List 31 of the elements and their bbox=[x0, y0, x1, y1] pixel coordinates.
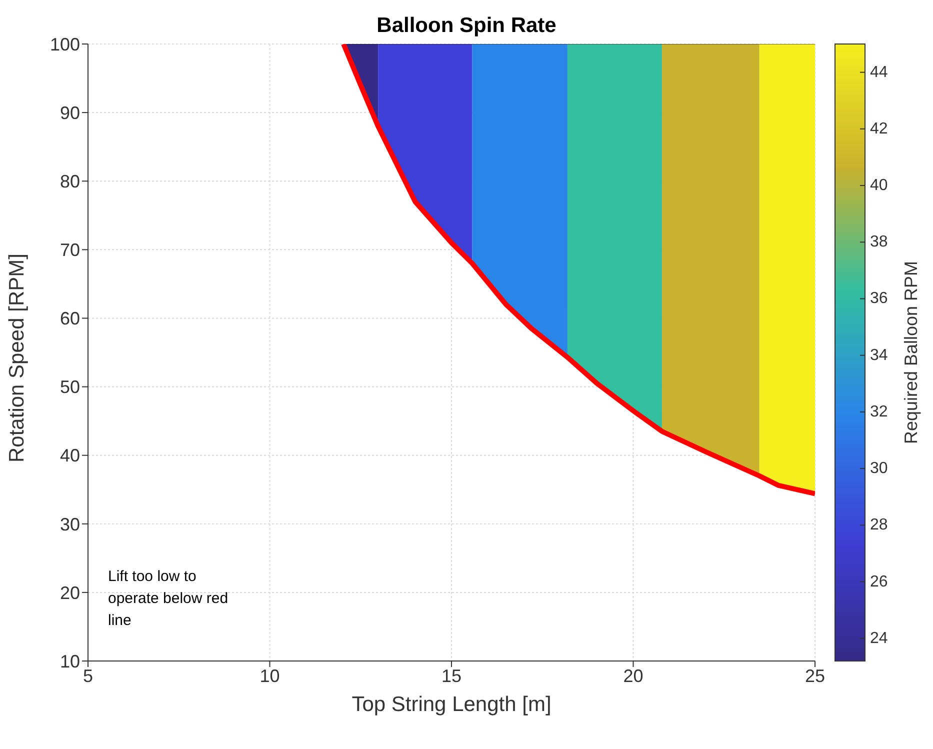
x-tick-label: 25 bbox=[804, 666, 826, 686]
color-bar-label: 36 bbox=[870, 290, 888, 308]
color-bar-label: 32 bbox=[870, 403, 888, 420]
color-bar-label: 24 bbox=[870, 630, 888, 647]
y-tick-label: 50 bbox=[60, 377, 80, 398]
color-bar-label: 28 bbox=[870, 516, 888, 534]
chart-title: Balloon Spin Rate bbox=[376, 14, 556, 37]
color-bar-label: 34 bbox=[870, 346, 888, 364]
x-tick-label: 10 bbox=[260, 666, 280, 686]
color-bar-title: Required Balloon RPM bbox=[901, 260, 921, 444]
y-tick-label: 40 bbox=[60, 446, 80, 466]
x-axis-title: Top String Length [m] bbox=[352, 693, 552, 716]
annotation: Lift too low to operate below red line bbox=[108, 567, 230, 631]
y-tick-label: 30 bbox=[60, 514, 80, 534]
x-tick-label: 5 bbox=[82, 666, 94, 686]
y-tick-label: 70 bbox=[60, 240, 80, 260]
y-tick-label: 80 bbox=[60, 172, 80, 192]
y-tick-label: 20 bbox=[60, 582, 80, 603]
y-tick-label: 60 bbox=[60, 308, 80, 329]
x-tick-label: 15 bbox=[441, 666, 462, 686]
y-axis-title: Rotation Speed [RPM] bbox=[5, 254, 28, 462]
color-bar-label: 38 bbox=[870, 234, 888, 251]
color-bar-label: 42 bbox=[870, 120, 888, 138]
y-tick-label: 100 bbox=[50, 34, 80, 54]
color-bar-label: 40 bbox=[870, 177, 888, 194]
x-tick-label: 20 bbox=[623, 666, 644, 686]
color-bar-label: 26 bbox=[870, 573, 888, 590]
color-bar-label: 44 bbox=[870, 64, 888, 81]
y-tick-label: 90 bbox=[60, 102, 80, 123]
color-bar-label: 30 bbox=[870, 460, 888, 478]
y-tick-label: 10 bbox=[60, 651, 80, 672]
